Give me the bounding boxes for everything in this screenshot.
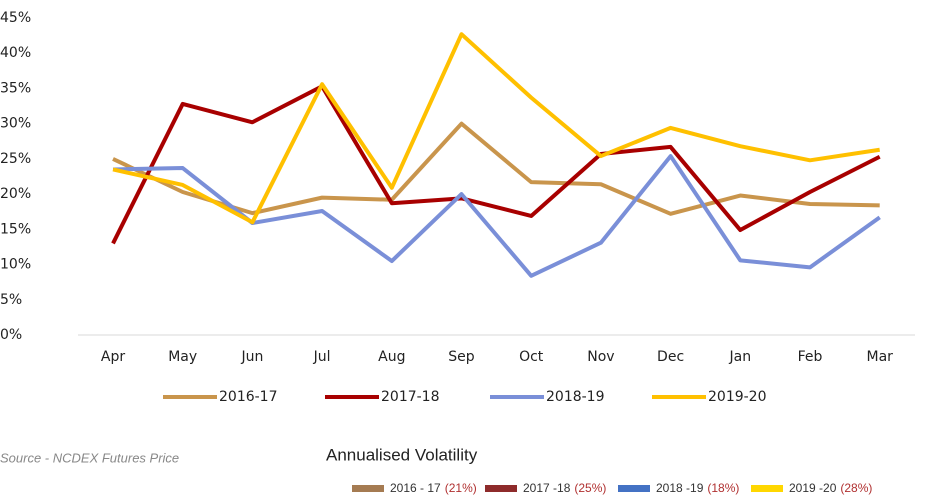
x-tick-label: Jul (313, 349, 331, 365)
volatility-label: 2018 -19 (656, 481, 704, 495)
volatility-label: 2016 - 17 (390, 481, 441, 495)
volatility-swatch (485, 485, 517, 492)
legend-label: 2019-20 (708, 389, 767, 405)
volatility-swatch (352, 485, 384, 492)
y-tick-label: 35% (0, 80, 31, 96)
y-tick-label: 5% (0, 292, 22, 308)
x-tick-label: Jun (240, 349, 263, 365)
volatility-value: (18%) (707, 481, 739, 495)
source-note: Source - NCDEX Futures Price (0, 450, 179, 465)
y-tick-label: 40% (0, 45, 31, 61)
series-line (111, 84, 881, 245)
series-line (112, 121, 880, 216)
volatility-value: (21%) (445, 481, 477, 495)
volatility-label: 2017 -18 (523, 481, 571, 495)
x-tick-label: Mar (866, 349, 893, 365)
x-tick-label: Nov (587, 349, 614, 365)
volatility-title: Annualised Volatility (326, 445, 478, 464)
legend-label: 2017-18 (381, 389, 440, 405)
volatility-swatch (618, 485, 650, 492)
y-tick-label: 10% (0, 257, 31, 273)
y-tick-label: 20% (0, 186, 31, 202)
x-tick-label: Apr (101, 349, 125, 365)
y-tick-label: 30% (0, 116, 31, 132)
legend-label: 2018-19 (546, 389, 605, 405)
y-tick-label: 0% (0, 327, 22, 343)
x-tick-label: Sep (448, 349, 475, 365)
x-tick-label: Dec (657, 349, 684, 365)
y-tick-label: 25% (0, 151, 31, 167)
x-tick-label: May (168, 349, 197, 365)
x-tick-label: Feb (798, 349, 823, 365)
x-tick-label: Oct (519, 349, 544, 365)
series-line (112, 32, 880, 225)
volatility-label: 2019 -20 (789, 481, 837, 495)
x-tick-label: Aug (378, 349, 405, 365)
x-tick-label: Jan (729, 349, 752, 365)
volatility-swatch (751, 485, 783, 492)
volatility-value: (28%) (840, 481, 872, 495)
volatility-value: (25%) (574, 481, 606, 495)
legend-label: 2016-17 (219, 389, 278, 405)
y-tick-label: 45% (0, 10, 31, 26)
y-tick-label: 15% (0, 221, 31, 237)
